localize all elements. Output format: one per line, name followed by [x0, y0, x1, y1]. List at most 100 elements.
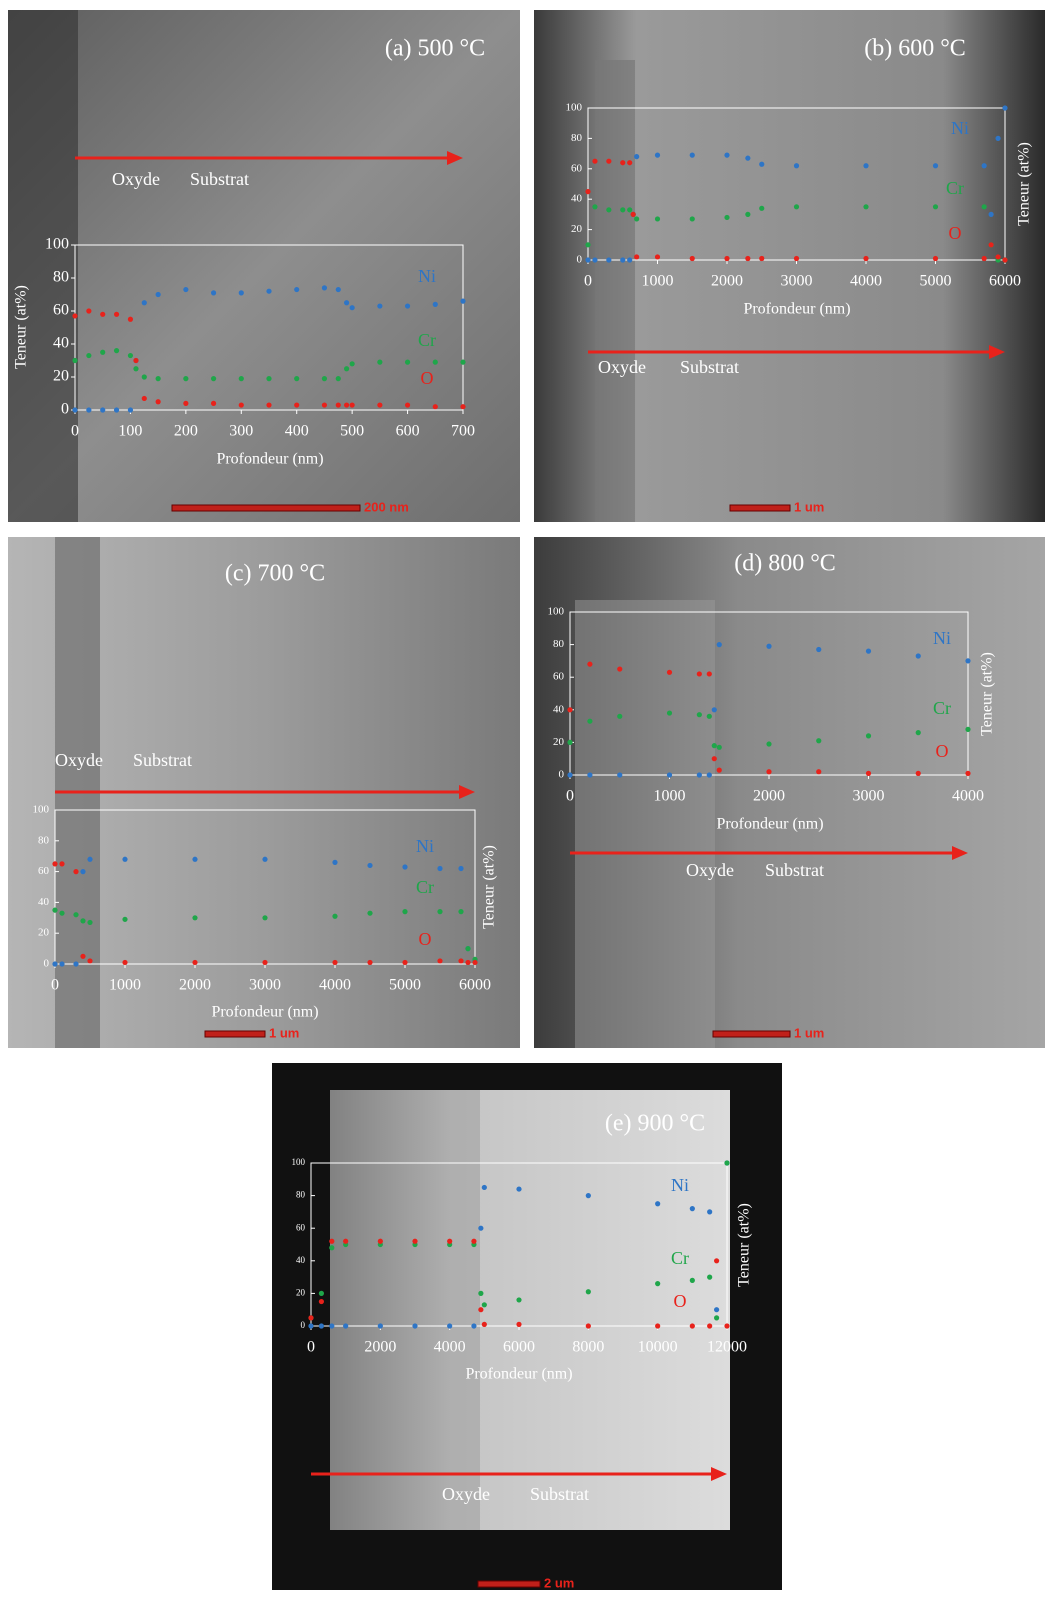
x-axis-label: Profondeur (nm) [216, 451, 323, 468]
data-point [627, 160, 633, 166]
data-point [655, 1281, 661, 1287]
data-point [321, 402, 328, 408]
data-point [192, 959, 198, 966]
data-point [329, 1238, 335, 1244]
data-point [113, 311, 120, 317]
x-axis-label: Profondeur (nm) [743, 301, 850, 318]
x-tick-label: 2000 [711, 273, 743, 290]
data-point [122, 916, 128, 922]
data-point [714, 1307, 720, 1313]
region-label: Substrat [190, 169, 249, 189]
data-point [183, 286, 189, 293]
data-point [585, 189, 591, 195]
data-point [655, 1323, 661, 1329]
data-point [816, 646, 822, 653]
data-point [965, 726, 971, 732]
data-point [294, 376, 300, 382]
data-point [332, 913, 338, 919]
x-tick-label: 8000 [572, 1339, 604, 1356]
region-label: Substrat [765, 860, 824, 880]
y-tick-label: 100 [45, 236, 69, 253]
data-point [567, 772, 573, 778]
data-point [981, 255, 987, 262]
x-tick-label: 4000 [434, 1339, 466, 1356]
data-point [321, 285, 328, 291]
data-point [80, 869, 86, 875]
y-tick-label: 60 [53, 302, 69, 319]
y-tick-label: 80 [571, 132, 583, 144]
data-point [73, 869, 79, 875]
data-point [793, 255, 800, 262]
scale-bar [204, 1030, 266, 1038]
data-point [587, 718, 593, 724]
scale-bar [729, 504, 791, 512]
data-point [606, 207, 612, 213]
data-point [367, 959, 373, 966]
data-point [716, 642, 722, 648]
data-point [183, 376, 189, 382]
y-tick-label: 20 [53, 368, 69, 385]
x-tick-label: 4000 [952, 788, 984, 805]
data-point [481, 1302, 487, 1308]
data-point [72, 357, 78, 364]
data-point [59, 861, 65, 867]
data-point [344, 300, 350, 306]
region-label: Oxyde [55, 750, 103, 770]
data-point [349, 402, 355, 408]
y-tick-label: 40 [296, 1255, 306, 1265]
data-point [655, 1201, 661, 1207]
image-region [595, 60, 635, 522]
data-point [516, 1186, 522, 1192]
data-point [714, 1258, 720, 1264]
data-point [377, 1323, 383, 1329]
data-point [716, 767, 722, 773]
data-point [343, 1238, 349, 1244]
data-point [377, 303, 383, 309]
data-point [863, 163, 869, 169]
data-point [266, 288, 272, 294]
x-tick-label: 6000 [459, 977, 491, 994]
data-point [627, 207, 633, 213]
data-point [122, 856, 128, 862]
data-point [478, 1290, 484, 1296]
data-point [367, 862, 373, 869]
x-tick-label: 400 [285, 423, 309, 440]
arrow-head [447, 151, 463, 165]
data-point [335, 402, 341, 408]
data-point [587, 772, 593, 778]
data-point [192, 856, 198, 862]
data-point [404, 402, 411, 408]
data-point [458, 909, 464, 915]
panel-title: (d) 800 °C [734, 551, 836, 577]
x-tick-label: 3000 [781, 273, 813, 290]
data-point [52, 907, 58, 913]
series-label: Cr [671, 1248, 689, 1268]
y-tick-label: 100 [566, 102, 583, 114]
data-point [759, 255, 765, 262]
data-point [329, 1323, 335, 1329]
data-point [402, 959, 408, 966]
data-point [689, 1277, 695, 1283]
x-tick-label: 0 [307, 1339, 315, 1356]
data-point [617, 713, 623, 719]
data-point [481, 1184, 487, 1191]
data-point [86, 308, 92, 314]
x-tick-label: 0 [566, 788, 574, 805]
data-point [155, 376, 161, 382]
y-tick-label: 60 [38, 865, 50, 877]
data-point [87, 919, 93, 926]
data-point [155, 399, 161, 405]
scale-bar [477, 1580, 541, 1588]
panel-title: (b) 600 °C [864, 36, 966, 62]
data-point [630, 211, 636, 217]
data-point [585, 1323, 591, 1329]
x-tick-label: 300 [229, 423, 253, 440]
data-point [745, 255, 751, 262]
x-tick-label: 6000 [503, 1339, 535, 1356]
data-point [329, 1245, 335, 1251]
image-region [575, 600, 715, 1048]
panel-title: (e) 900 °C [605, 1111, 705, 1137]
data-point [965, 770, 971, 776]
data-point [863, 204, 869, 210]
